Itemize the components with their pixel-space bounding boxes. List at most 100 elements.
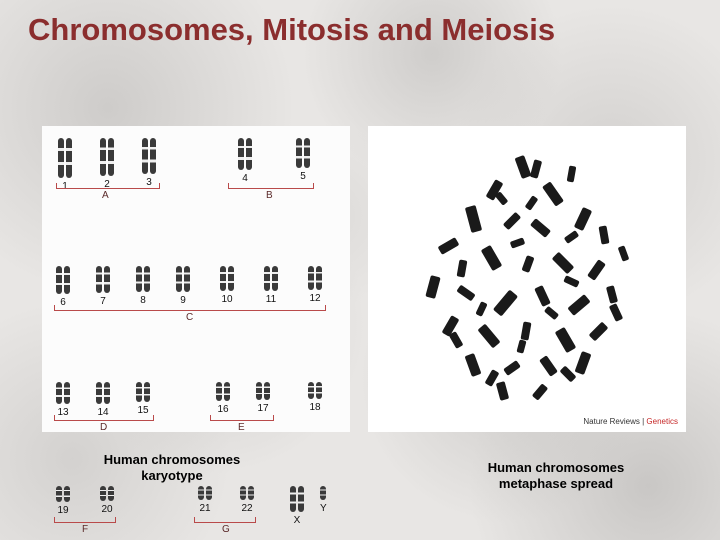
chromosome-number: 4 [242, 173, 248, 184]
karyotype-row: 131415161718DE [50, 380, 342, 432]
spread-chromosome-icon [563, 275, 580, 288]
chromosome-number: 21 [199, 503, 210, 514]
spread-chromosome-icon [555, 327, 577, 353]
chromosome-pair: 13 [56, 382, 70, 418]
karyotype-row: 12345AB [50, 136, 342, 200]
chromosome-icon [96, 382, 102, 404]
chromosome-icon [58, 138, 64, 178]
chromosome-icon [224, 382, 230, 401]
chromosome-icon [238, 138, 244, 170]
chromosome-pair: 3 [142, 138, 156, 188]
chromosome-icon [246, 138, 252, 170]
chromosome-pair: 5 [296, 138, 310, 182]
chromosome-icon [184, 266, 190, 292]
spread-credit: Nature Reviews | Genetics [583, 417, 678, 426]
chromosome-pair: 9 [176, 266, 190, 306]
chromosome-icon [216, 382, 222, 401]
spread-chromosome-icon [465, 205, 482, 233]
spread-chromosome-icon [539, 355, 558, 377]
spread-chromosome-icon [496, 381, 509, 401]
chromosome-pair: 17 [256, 382, 270, 414]
spread-chromosome-icon [522, 255, 535, 273]
chromosome-icon [176, 266, 182, 292]
chromosome-number: 9 [180, 295, 186, 306]
spread-chromosome-icon [530, 218, 551, 238]
chromosome-pair: 8 [136, 266, 150, 306]
chromosome-number: 15 [137, 405, 148, 416]
spread-chromosome-icon [606, 285, 618, 303]
chromosome-number: 22 [241, 503, 252, 514]
spread-chromosome-icon [552, 252, 575, 275]
chromosome-icon [56, 382, 62, 404]
chromosome-number: 6 [60, 297, 66, 308]
metaphase-spread-panel: Nature Reviews | Genetics [368, 126, 686, 432]
group-bracket [210, 420, 274, 421]
chromosome-pair: 2 [100, 138, 114, 190]
credit-suffix: Genetics [646, 417, 678, 426]
chromosome-icon [298, 486, 304, 512]
chromosome-number: 20 [101, 504, 112, 515]
spread-chromosome-icon [457, 259, 468, 277]
karyotype-row: 19202122XYFG [50, 484, 342, 534]
spread-chromosome-icon [598, 225, 609, 244]
chromosome-icon [96, 266, 102, 293]
spread-chromosome-icon [587, 259, 606, 281]
chromosome-number: 12 [309, 293, 320, 304]
chromosome-icon [150, 138, 156, 174]
chromosome-icon [104, 266, 110, 293]
spread-chromosome-icon [525, 195, 539, 210]
chromosome-pair: 21 [198, 486, 212, 514]
chromosome-icon [142, 138, 148, 174]
spread-chromosome-icon [532, 383, 548, 400]
group-label: C [186, 312, 193, 323]
group-label: F [82, 524, 88, 535]
chromosome-pair: 14 [96, 382, 110, 418]
chromosome-icon [272, 266, 278, 291]
group-bracket [54, 522, 116, 523]
group-bracket [228, 188, 314, 189]
spread-chromosome-icon [503, 360, 521, 376]
chromosome-number: 16 [217, 404, 228, 415]
chromosome-icon [316, 266, 322, 290]
chromosome-pair: 22 [240, 486, 254, 514]
chromosome-pair: 19 [56, 486, 70, 516]
chromosome-pair: 11 [264, 266, 278, 305]
chromosome-icon [220, 266, 226, 291]
group-bracket [194, 522, 256, 523]
spread-chromosome-icon [534, 285, 551, 307]
chromosome-pair: 20 [100, 486, 114, 515]
chromosome-pair: 10 [220, 266, 234, 305]
chromosome-pair: 1 [58, 138, 72, 192]
spread-chromosome-icon [575, 351, 592, 375]
spread-chromosome-icon [495, 191, 509, 205]
chromosome-number: 3 [146, 177, 152, 188]
spread-chromosome-icon [475, 301, 487, 317]
group-bracket [54, 420, 154, 421]
chromosome-number: 18 [309, 402, 320, 413]
spread-chromosome-icon [449, 331, 464, 349]
caption-karyotype: Human chromosomes karyotype [102, 452, 242, 485]
chromosome-pair: 12 [308, 266, 322, 304]
spread-chromosome-icon [564, 230, 579, 244]
chromosome-icon [256, 382, 262, 400]
chromosome-number: 13 [57, 407, 68, 418]
chromosome-pair: Y [320, 486, 327, 514]
chromosome-icon [66, 138, 72, 178]
spread-chromosome-icon [477, 324, 500, 349]
chromosome-icon [64, 266, 70, 294]
chromosome-icon [316, 382, 322, 399]
chromosome-pair: 7 [96, 266, 110, 307]
chromosome-number: 14 [97, 407, 108, 418]
spread-chromosome-icon [425, 275, 440, 299]
chromosome-number: 17 [257, 403, 268, 414]
spread-chromosome-icon [530, 159, 542, 178]
chromosome-icon [100, 138, 106, 176]
group-label: D [100, 422, 107, 433]
chromosome-number: 1 [62, 181, 68, 192]
chromosome-icon [64, 382, 70, 404]
chromosome-number: X [294, 515, 301, 526]
chromosome-icon [296, 138, 302, 168]
credit-prefix: Nature Reviews [583, 417, 639, 426]
spread-chromosome-icon [510, 237, 526, 248]
chromosome-icon [144, 266, 150, 292]
